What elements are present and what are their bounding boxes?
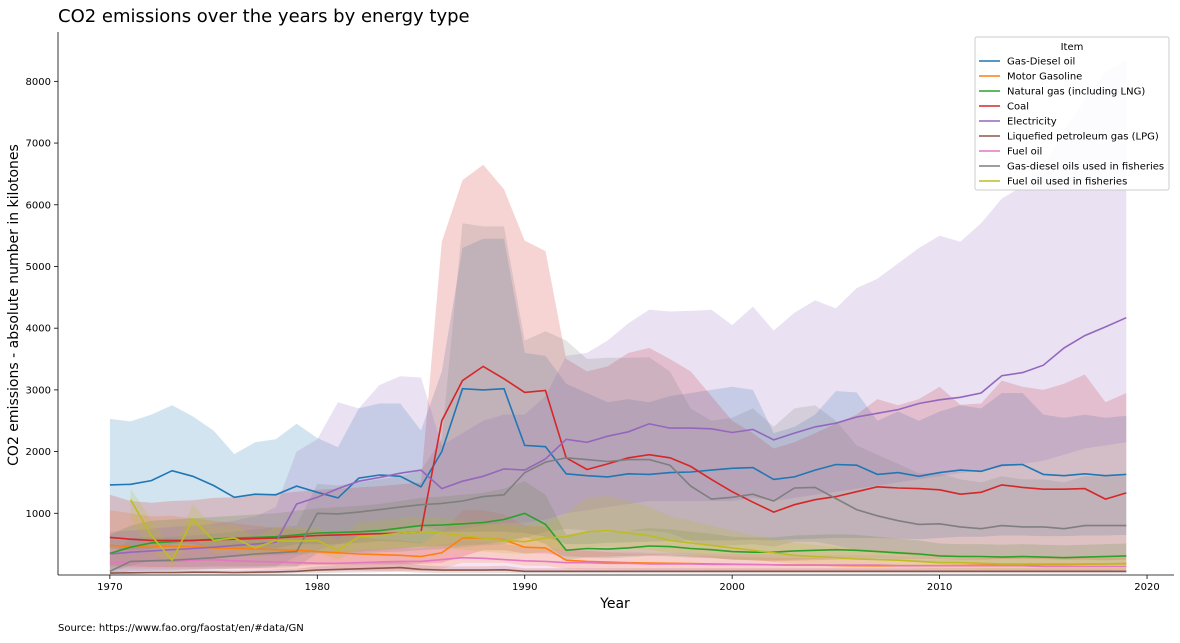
y-tick-label: 5000 [26,262,51,273]
band-series-3 [109,164,1127,567]
line-series-0 [109,387,1127,499]
y-tick-label: 8000 [26,77,51,88]
legend-label-1: Motor Gasoline [1007,72,1082,83]
legend-label-3: Coal [1007,102,1029,113]
y-tick-label: 3000 [26,385,51,396]
legend-label-2: Natural gas (including LNG) [1007,87,1145,98]
x-tick-label: 2000 [719,582,744,593]
tick-labels: 1970 1980 1990 2000 2010 2020 1000 2000 3000 4000… [26,77,1160,593]
axes [57,32,1174,576]
x-tick-label: 2020 [1134,582,1159,593]
line-series-6 [109,556,1127,568]
x-tick-label: 1990 [512,582,537,593]
source-note: Source: https://www.fao.org/faostat/en/#… [58,623,304,634]
chart-title: CO2 emissions over the years by energy t… [58,6,470,27]
legend-label-6: Fuel oil [1007,147,1042,158]
y-tick-label: 2000 [26,447,51,458]
x-tick-label: 2010 [927,582,952,593]
legend-label-4: Electricity [1007,117,1057,128]
y-axis-label: CO2 emissions - absolute number in kilot… [6,144,22,466]
x-axis-label: Year [599,596,630,612]
line-series-7 [109,456,1127,573]
line-series-5 [109,566,1127,574]
line-series-4 [109,316,1127,555]
legend-label-5: Liquefied petroleum gas (LPG) [1007,132,1159,143]
band-series-1 [109,510,1127,571]
legend-label-0: Gas-Diesel oil [1007,57,1075,68]
y-tick-label: 1000 [26,509,51,520]
y-tick-label: 7000 [26,139,51,150]
legend-title: Item [1061,42,1084,53]
band-series-6 [109,540,1127,573]
confidence-bands [109,59,1127,575]
legend-box [974,36,1170,191]
series-lines [109,316,1127,574]
x-tick-label: 1980 [305,582,330,593]
band-series-8 [130,488,1127,570]
band-series-2 [109,481,1127,572]
y-tick-label: 4000 [26,324,51,335]
x-tick-label: 1970 [97,582,122,593]
legend-label-7: Gas-diesel oils used in fisheries [1007,162,1164,173]
y-tick-label: 6000 [26,200,51,211]
legend: Item Gas-Diesel oil Motor Gasoline Natural… [974,36,1170,191]
line-series-8 [129,499,1127,565]
legend-label-8: Fuel oil used in fisheries [1007,177,1127,188]
band-series-7 [109,223,1127,575]
band-series-4 [109,59,1127,572]
